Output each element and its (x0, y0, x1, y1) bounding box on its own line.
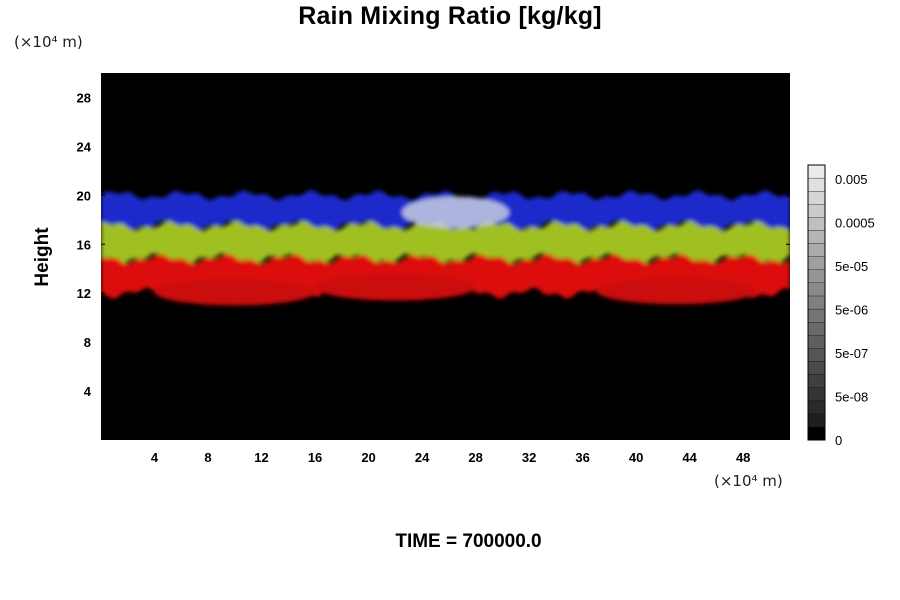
heatmap-band (402, 196, 510, 229)
colorbar-tick-label: 0.0005 (835, 216, 875, 231)
x-tick-label: 40 (629, 450, 643, 465)
colorbar-tick-label: 5e-05 (835, 259, 868, 274)
colorbar-segment (807, 361, 826, 375)
colorbar-segment (807, 335, 826, 349)
colorbar-tick-label: 5e-08 (835, 390, 868, 405)
colorbar-tick-label: 0.005 (835, 172, 868, 187)
colorbar-segment (807, 217, 826, 231)
x-tick-label: 48 (736, 450, 750, 465)
x-tick-label: 24 (415, 450, 430, 465)
x-tick-label: 28 (468, 450, 482, 465)
x-tick-label: 8 (204, 450, 211, 465)
x-unit-label: (×10⁴ m) (714, 472, 783, 490)
x-tick-label: 20 (361, 450, 375, 465)
y-tick-label: 4 (84, 384, 92, 399)
y-unit-label: (×10⁴ m) (14, 33, 83, 51)
heatmap-field (101, 189, 790, 306)
colorbar-segment (807, 204, 826, 218)
colorbar-tick-label: 5e-07 (835, 346, 868, 361)
x-tick-label: 16 (308, 450, 322, 465)
colorbar-segment (807, 308, 826, 323)
colorbar-segment (807, 295, 826, 310)
colorbar-segment (807, 243, 826, 257)
colorbar-segment (807, 400, 826, 414)
colorbar-segment (807, 177, 826, 192)
colorbar-frame (807, 164, 826, 441)
x-tick-label: 36 (575, 450, 589, 465)
y-tick-label: 8 (84, 335, 91, 350)
x-tick-label: 12 (254, 450, 268, 465)
colorbar-segment (807, 282, 826, 297)
y-tick-label: 28 (77, 90, 91, 105)
y-tick-label: 12 (77, 286, 91, 301)
colorbar-segment (807, 191, 826, 205)
y-tick-label: 20 (77, 188, 91, 203)
colorbar-segment (807, 230, 826, 244)
heatmap-band (596, 277, 757, 305)
colorbar-segment (807, 164, 826, 179)
colorbar-segment (807, 321, 826, 336)
x-tick-label: 44 (682, 450, 697, 465)
x-tick-label: 4 (151, 450, 159, 465)
colorbar-tick-label: 0 (835, 433, 842, 448)
time-label: TIME = 700000.0 (395, 531, 542, 552)
x-tick-label: 32 (522, 450, 536, 465)
heatmap-band (315, 273, 476, 301)
colorbar-segment (807, 374, 826, 388)
heatmap-band (154, 278, 316, 306)
colorbar-segment (807, 256, 826, 270)
y-tick-label: 24 (77, 139, 92, 154)
colorbar-segment (807, 387, 826, 401)
colorbar-tick-label: 5e-06 (835, 303, 868, 318)
colorbar-segment (807, 348, 826, 362)
chart-title: Rain Mixing Ratio [kg/kg] (298, 2, 602, 30)
colorbar-segment (807, 269, 826, 284)
heatmap-band (101, 220, 790, 265)
colorbar-segment (807, 413, 826, 428)
y-tick-label: 16 (77, 237, 91, 252)
colorbar-segment (807, 426, 826, 441)
